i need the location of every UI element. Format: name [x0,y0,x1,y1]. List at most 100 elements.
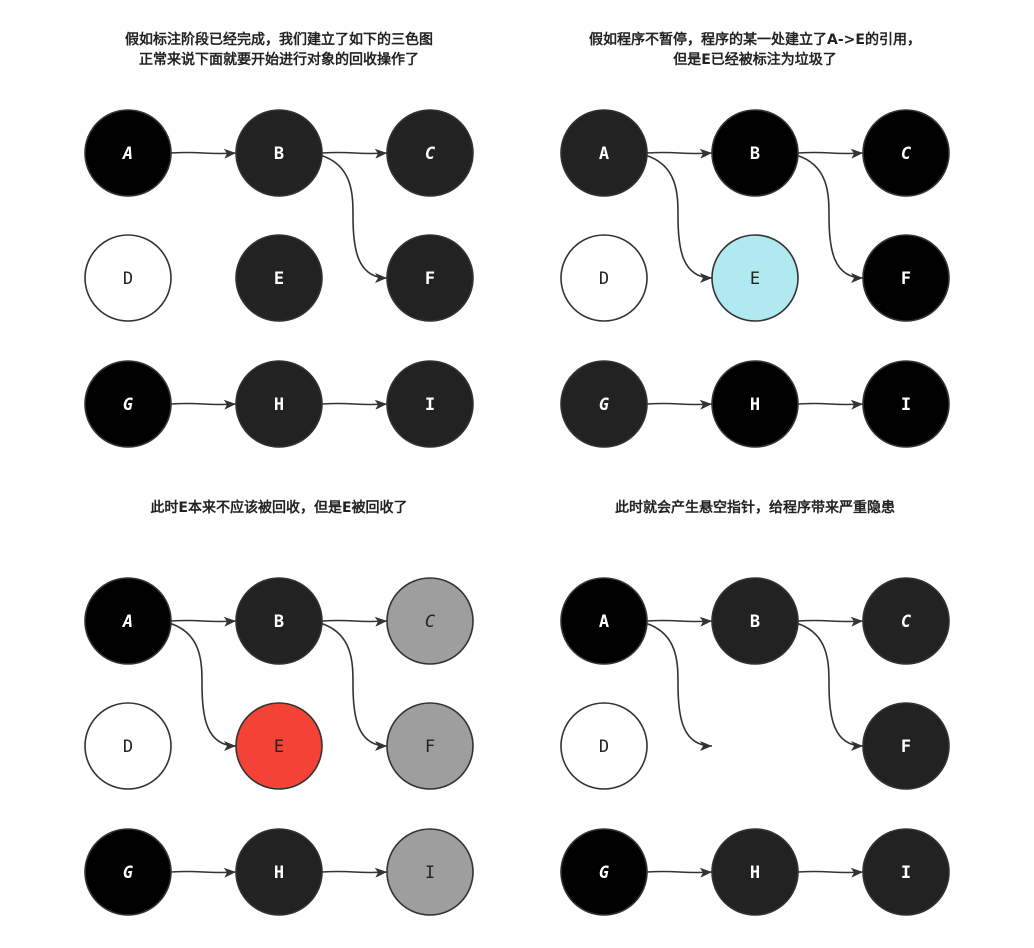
edge-B-F [795,622,864,751]
edge-B-F [319,622,388,751]
edge-A-E [168,622,237,751]
node-label: I [425,395,435,415]
node-H: H [711,828,799,916]
node-C: C [386,577,474,665]
node-circle [560,109,648,197]
node-A: A [560,109,648,197]
edge-B-C [321,616,388,627]
node-label: G [123,395,133,415]
edge-H-I [797,399,864,410]
edge-A-B [646,148,713,159]
edge-B-C [797,616,864,627]
node-C: C [862,109,950,197]
node-G: G [84,828,172,916]
node-I: I [386,828,474,916]
node-label: E [274,737,284,757]
node-F: F [386,234,474,322]
node-circle [235,702,323,790]
node-circle [386,109,474,197]
node-B: B [235,109,323,197]
node-label: H [274,863,284,883]
node-circle [711,109,799,197]
edge-A-B [170,148,237,159]
node-label: H [274,395,284,415]
node-circle [560,577,648,665]
panel-2: 假如程序不暂停，程序的某一处建立了A->E的引用， 但是E已经被标注为垃圾了 A… [505,30,1005,480]
node-D: D [560,702,648,790]
edge-G-H [170,867,237,878]
node-label: D [123,269,133,289]
panel-title-line-2: 正常来说下面就要开始进行对象的回收操作了 [139,52,419,68]
edge-B-F [319,154,388,283]
node-label: E [274,269,284,289]
node-circle [386,360,474,448]
node-circle [560,702,648,790]
node-D: D [560,234,648,322]
node-label: F [901,737,911,757]
node-E: E [235,702,323,790]
node-circle [862,109,950,197]
node-circle [235,234,323,322]
graph-diagram: A B C D E F G H I [84,109,474,448]
node-label: E [750,269,760,289]
graph-diagram: A B C D F G H I [560,577,950,916]
node-B: B [711,577,799,665]
node-G: G [560,828,648,916]
panel-title-line-2: 但是E已经被标注为垃圾了 [673,52,837,68]
node-A: A [84,109,172,197]
node-label: D [123,737,133,757]
node-label: G [599,395,609,415]
node-D: D [84,702,172,790]
panel-title: 此时就会产生悬空指针，给程序带来严重隐患 [505,498,1005,518]
graph-diagram: A B C D E F G H I [84,577,474,916]
node-label: H [750,395,760,415]
node-F: F [386,702,474,790]
node-circle [711,577,799,665]
node-circle [711,360,799,448]
node-label: G [123,863,133,883]
node-E: E [235,234,323,322]
node-G: G [84,360,172,448]
panel-title: 此时E本来不应该被回收，但是E被回收了 [29,498,529,518]
edge-B-F [795,154,864,283]
node-circle [862,360,950,448]
node-A: A [560,577,648,665]
node-label: B [274,612,284,632]
node-H: H [711,360,799,448]
node-label: I [901,863,911,883]
node-label: I [425,863,435,883]
node-circle [84,360,172,448]
edge-A-E [644,154,713,283]
node-label: C [901,144,912,164]
node-circle [711,828,799,916]
edge-G-H [646,867,713,878]
node-circle [84,109,172,197]
graph-diagram: A B C D E F G H I [560,109,950,448]
node-label: A [599,612,609,632]
node-I: I [386,360,474,448]
node-label: F [425,269,435,289]
edge-A-E [644,622,713,751]
node-G: G [560,360,648,448]
edge-H-I [321,867,388,878]
panel-title-line-1: 此时E本来不应该被回收，但是E被回收了 [150,500,408,516]
node-circle [84,234,172,322]
node-circle [862,577,950,665]
edge-G-H [170,399,237,410]
edge-B-C [797,148,864,159]
node-circle [235,828,323,916]
node-circle [862,234,950,322]
panel-3: 此时E本来不应该被回收，但是E被回收了 A B C D E F G H I [29,498,529,948]
node-label: B [274,144,284,164]
node-circle [235,360,323,448]
panel-title: 假如标注阶段已经完成，我们建立了如下的三色图 正常来说下面就要开始进行对象的回收… [29,30,529,70]
node-circle [560,360,648,448]
node-I: I [862,360,950,448]
node-circle [711,234,799,322]
node-label: D [599,269,609,289]
node-circle [386,702,474,790]
node-label: C [425,612,436,632]
node-circle [862,702,950,790]
node-label: B [750,144,760,164]
node-label: F [425,737,435,757]
